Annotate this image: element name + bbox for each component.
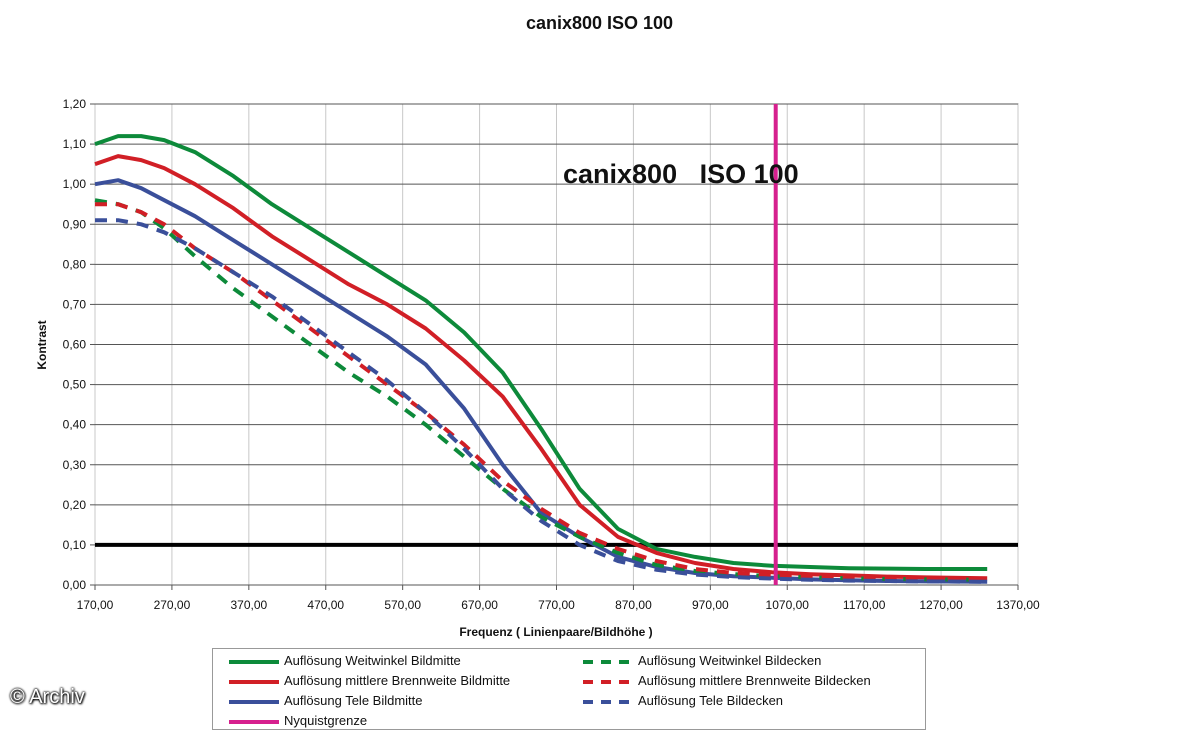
x-tick-label: 370,00 [230, 598, 267, 612]
x-tick-label: 570,00 [384, 598, 421, 612]
chart-title: canix800 ISO 100 [525, 13, 674, 33]
legend-swatch [583, 675, 633, 685]
legend: Auflösung Weitwinkel Bildmitte Auflösung … [212, 648, 926, 730]
plot-annotation: canix800 ISO 100 [563, 159, 799, 189]
legend-label: Auflösung Tele Bildecken [638, 692, 784, 708]
legend-swatch [229, 655, 279, 665]
y-tick-label: 0,40 [63, 418, 87, 432]
legend-label: Auflösung Tele Bildmitte [284, 692, 423, 708]
x-tick-label: 670,00 [461, 598, 498, 612]
y-tick-label: 0,60 [63, 338, 87, 352]
legend-item: Nyquistgrenze [229, 710, 367, 730]
x-tick-label: 770,00 [538, 598, 575, 612]
x-tick-label: 1170,00 [843, 598, 886, 612]
y-tick-label: 0,80 [63, 257, 87, 271]
legend-swatch [583, 655, 633, 665]
y-tick-label: 1,10 [63, 137, 87, 151]
y-tick-label: 0,70 [63, 297, 87, 311]
legend-label: Nyquistgrenze [284, 712, 368, 728]
series-line-1 [94, 154, 988, 581]
x-tick-label: 170,00 [77, 598, 114, 612]
y-tick-label: 0,30 [63, 458, 87, 472]
legend-item: Auflösung Weitwinkel Bildmitte [229, 650, 461, 670]
legend-label: Auflösung Weitwinkel Bildecken [638, 652, 822, 668]
legend-swatch [583, 695, 633, 705]
legend-swatch [229, 715, 279, 725]
legend-item: Auflösung Tele Bildecken [583, 690, 783, 710]
y-tick-label: 0,90 [63, 217, 87, 231]
x-tick-label: 470,00 [307, 598, 344, 612]
legend-swatch [229, 675, 279, 685]
legend-swatch [229, 695, 279, 705]
y-tick-label: 0,00 [63, 578, 87, 592]
legend-label: Auflösung mittlere Brennweite Bildmitte [284, 672, 511, 688]
series-line-5 [95, 218, 988, 584]
legend-item: Auflösung Weitwinkel Bildecken [583, 650, 821, 670]
y-tick-label: 0,50 [63, 378, 87, 392]
copyright-watermark: © Archiv [10, 686, 85, 708]
x-tick-label: 870,00 [615, 598, 652, 612]
legend-item: Auflösung mittlere Brennweite Bildecken [583, 670, 871, 690]
y-tick-label: 1,00 [63, 177, 87, 191]
legend-label: Auflösung Weitwinkel Bildmitte [284, 652, 461, 668]
x-tick-label: 1370,00 [996, 598, 1040, 612]
x-tick-label: 970,00 [692, 598, 729, 612]
series-line-0 [94, 134, 988, 571]
x-tick-label: 1270,00 [919, 598, 963, 612]
y-tick-label: 1,20 [63, 97, 87, 111]
x-tick-label: 270,00 [154, 598, 191, 612]
x-axis-label: Frequenz ( Linienpaare/Bildhöhe ) [459, 625, 652, 639]
legend-item: Auflösung mittlere Brennweite Bildmitte [229, 670, 510, 690]
y-tick-label: 0,20 [63, 498, 87, 512]
y-tick-label: 0,10 [63, 538, 87, 552]
legend-item: Auflösung Tele Bildmitte [229, 690, 423, 710]
y-axis-label: Kontrast [35, 320, 49, 369]
x-tick-label: 1070,00 [766, 598, 810, 612]
legend-label: Auflösung mittlere Brennweite Bildecken [638, 672, 871, 688]
